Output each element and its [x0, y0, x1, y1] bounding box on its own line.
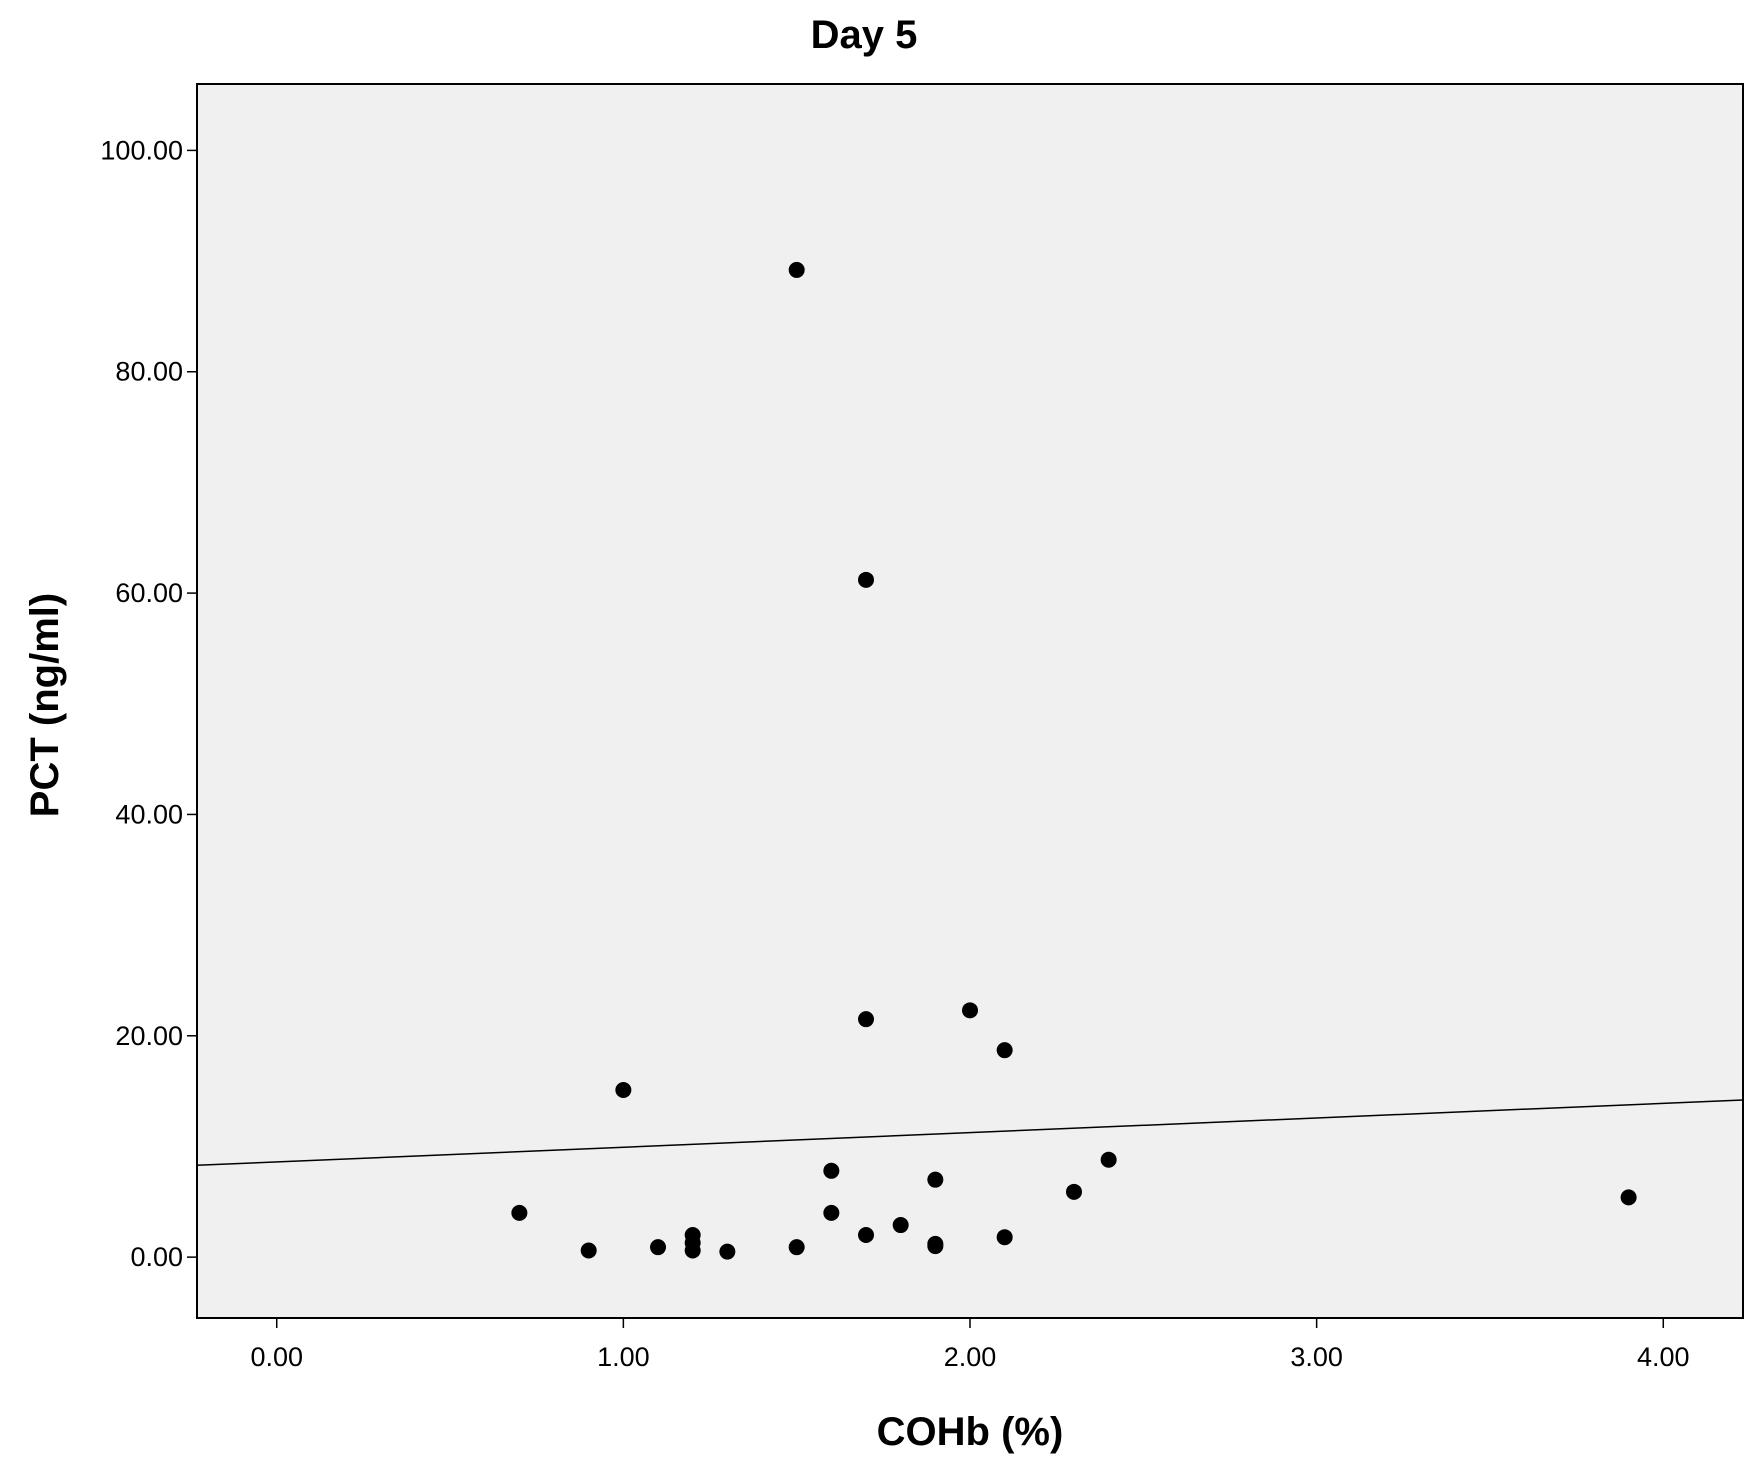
x-tick-label: 4.00 [1637, 1342, 1690, 1372]
x-tick-label: 1.00 [597, 1342, 650, 1372]
x-axis: 0.00 1.00 2.00 3.00 4.00 [250, 1318, 1690, 1372]
data-point [996, 1229, 1013, 1246]
data-point [858, 1011, 875, 1028]
x-axis-title: COHb (%) [877, 1410, 1064, 1454]
fit-line [196, 1099, 1744, 1167]
y-tick-label: 60.00 [115, 578, 183, 608]
x-tick-label: 0.00 [250, 1342, 303, 1372]
data-point [788, 261, 805, 278]
data-point [927, 1238, 944, 1255]
y-tick-label: 0.00 [130, 1242, 183, 1272]
data-point [615, 1082, 632, 1099]
data-point [684, 1242, 701, 1259]
data-point [823, 1204, 840, 1221]
data-point [858, 1226, 875, 1243]
plot-area [196, 83, 1744, 1319]
data-point [996, 1042, 1013, 1059]
y-tick-label: 20.00 [115, 1021, 183, 1051]
y-tick-label: 40.00 [115, 799, 183, 829]
y-tick-label: 80.00 [115, 357, 183, 387]
data-point [962, 1002, 978, 1019]
data-points [511, 261, 1637, 1260]
y-tick-label: 100.00 [100, 135, 183, 165]
data-point [892, 1217, 909, 1234]
chart-title: Day 5 [811, 13, 918, 57]
data-point [511, 1204, 528, 1221]
data-point [927, 1171, 944, 1188]
y-axis-title: PCT (ng/ml) [23, 593, 67, 817]
data-point [788, 1239, 805, 1256]
x-tick-label: 3.00 [1290, 1342, 1343, 1372]
data-point [650, 1239, 667, 1256]
data-point [823, 1162, 840, 1179]
data-point [1065, 1183, 1082, 1200]
y-axis: 0.00 20.00 40.00 60.00 80.00 100.00 [100, 135, 197, 1272]
data-point [1620, 1189, 1637, 1206]
data-point [1100, 1151, 1117, 1168]
data-point [580, 1242, 597, 1259]
x-tick-label: 2.00 [944, 1342, 997, 1372]
data-point [719, 1243, 736, 1260]
data-point [858, 571, 875, 588]
